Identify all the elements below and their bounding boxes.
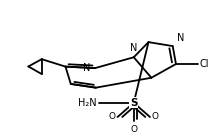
Text: N: N [130,43,137,53]
Text: Cl: Cl [200,59,209,69]
Text: S: S [130,98,138,108]
Text: O: O [108,112,115,121]
Text: H₂N: H₂N [78,98,97,108]
Text: N: N [83,63,90,73]
Text: O: O [152,112,159,121]
Text: N: N [177,33,184,43]
Text: O: O [130,125,137,134]
